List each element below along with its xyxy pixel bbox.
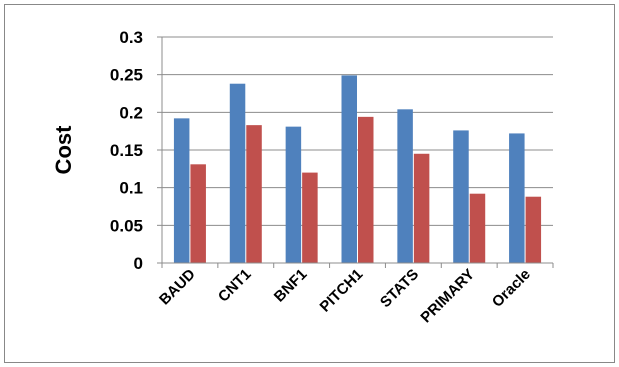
bar-cnt1-series1	[229, 83, 246, 263]
y-tick-label: 0.05	[110, 216, 143, 235]
bar-baud-series1	[173, 118, 190, 263]
bar-bnf1-series1	[285, 126, 302, 263]
x-tick-label: CNT1	[215, 266, 255, 306]
bar-bnf1-series2	[302, 172, 318, 263]
bar-oracle-series1	[509, 133, 525, 263]
axes	[157, 36, 554, 268]
bar-cnt1-series2	[246, 125, 262, 263]
bar-pitch1-series2	[358, 116, 374, 263]
bar-oracle-series2	[525, 196, 542, 263]
bars	[173, 75, 542, 263]
gridlines	[162, 36, 553, 226]
bar-pitch1-series1	[341, 75, 357, 263]
y-axis-title: Cost	[51, 125, 76, 175]
bar-stats-series2	[413, 153, 430, 263]
bar-primary-series1	[453, 130, 469, 263]
bar-baud-series2	[190, 164, 206, 263]
y-tick-labels: 0 0.05 0.1 0.15 0.2 0.25 0.3	[110, 28, 143, 273]
bar-stats-series1	[397, 109, 413, 263]
x-tick-label: PITCH1	[317, 266, 367, 316]
y-tick-label: 0.3	[119, 28, 143, 47]
bar-primary-series2	[469, 193, 486, 263]
x-tick-label: PRIMARY	[417, 266, 478, 327]
y-tick-label: 0.25	[110, 66, 143, 85]
x-tick-label: Oracle	[489, 266, 534, 311]
y-tick-label: 0.1	[119, 179, 143, 198]
x-tick-label: STATS	[377, 266, 422, 311]
y-tick-label: 0.2	[119, 103, 143, 122]
x-tick-label: BAUD	[156, 266, 199, 309]
y-tick-label: 0	[134, 254, 143, 273]
x-tick-label: BNF1	[271, 266, 311, 306]
y-tick-label: 0.15	[110, 141, 143, 160]
